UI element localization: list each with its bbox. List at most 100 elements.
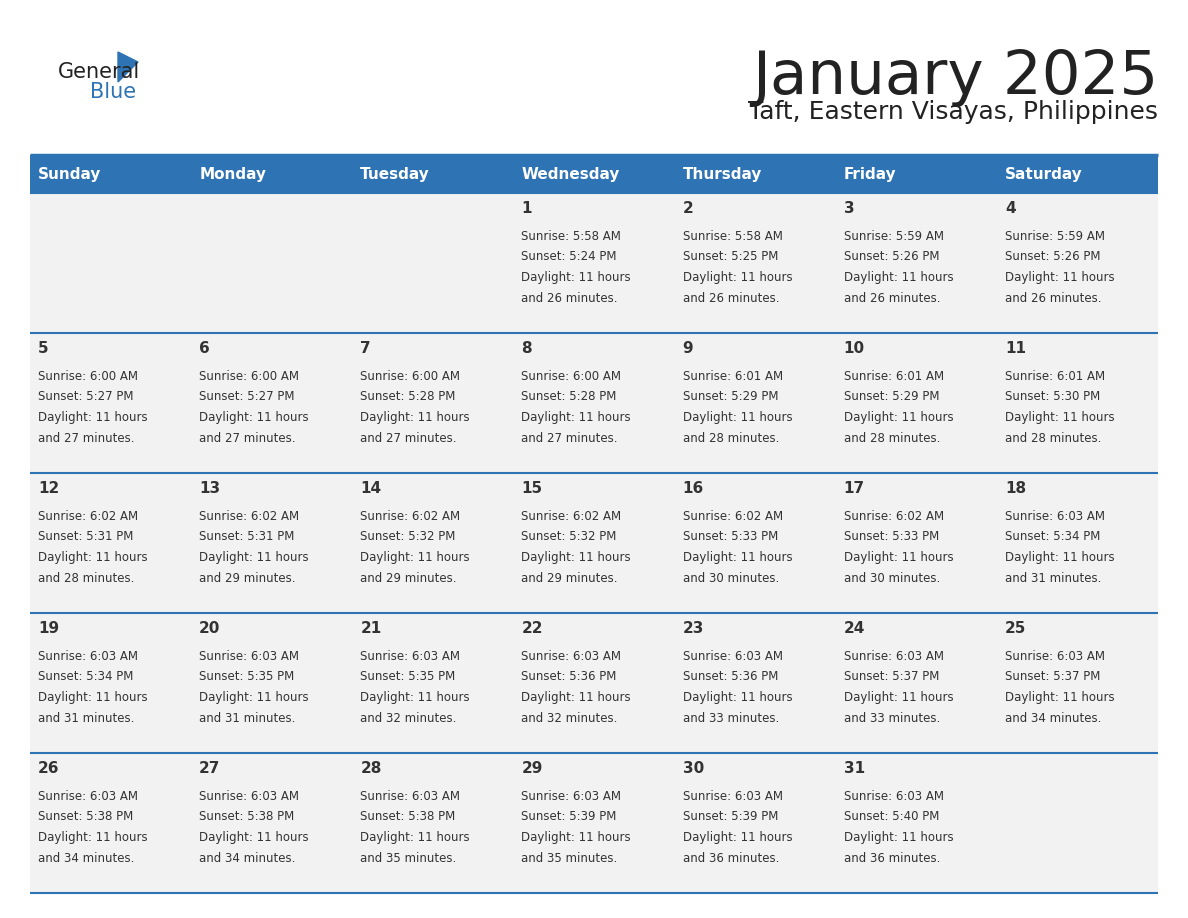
Bar	[997, 473, 1158, 613]
Text: Sunset: 5:40 PM: Sunset: 5:40 PM	[843, 811, 939, 823]
Text: Daylight: 11 hours: Daylight: 11 hours	[843, 411, 953, 424]
Bar	[675, 613, 835, 753]
Bar	[675, 473, 835, 613]
Text: Sunset: 5:35 PM: Sunset: 5:35 PM	[200, 670, 295, 684]
Text: 25: 25	[1005, 621, 1026, 636]
Bar	[353, 155, 513, 193]
Text: Thursday: Thursday	[683, 166, 762, 182]
Bar	[835, 753, 997, 893]
Text: Sunset: 5:31 PM: Sunset: 5:31 PM	[38, 531, 133, 543]
Text: Daylight: 11 hours: Daylight: 11 hours	[683, 691, 792, 704]
Text: and 31 minutes.: and 31 minutes.	[1005, 572, 1101, 585]
Text: 5: 5	[38, 341, 49, 356]
Text: 13: 13	[200, 481, 220, 496]
Text: Daylight: 11 hours: Daylight: 11 hours	[522, 831, 631, 845]
Text: and 29 minutes.: and 29 minutes.	[522, 572, 618, 585]
Text: 14: 14	[360, 481, 381, 496]
Text: Sunrise: 6:02 AM: Sunrise: 6:02 AM	[360, 509, 461, 522]
Text: 8: 8	[522, 341, 532, 356]
Text: and 28 minutes.: and 28 minutes.	[843, 431, 940, 445]
Text: Sunrise: 6:03 AM: Sunrise: 6:03 AM	[200, 789, 299, 803]
Text: and 27 minutes.: and 27 minutes.	[522, 431, 618, 445]
Text: and 36 minutes.: and 36 minutes.	[843, 852, 940, 865]
Text: Sunset: 5:34 PM: Sunset: 5:34 PM	[38, 670, 133, 684]
Bar	[513, 333, 675, 473]
Bar	[997, 155, 1158, 193]
Text: and 33 minutes.: and 33 minutes.	[683, 711, 779, 725]
Text: Saturday: Saturday	[1005, 166, 1082, 182]
Bar	[353, 333, 513, 473]
Text: Tuesday: Tuesday	[360, 166, 430, 182]
Text: Sunset: 5:32 PM: Sunset: 5:32 PM	[522, 531, 617, 543]
Polygon shape	[118, 52, 138, 82]
Text: Daylight: 11 hours: Daylight: 11 hours	[522, 691, 631, 704]
Text: and 28 minutes.: and 28 minutes.	[38, 572, 134, 585]
Text: Daylight: 11 hours: Daylight: 11 hours	[200, 411, 309, 424]
Text: 1: 1	[522, 201, 532, 216]
Text: and 26 minutes.: and 26 minutes.	[843, 292, 940, 305]
Text: 11: 11	[1005, 341, 1026, 356]
Text: Sunset: 5:37 PM: Sunset: 5:37 PM	[1005, 670, 1100, 684]
Text: Daylight: 11 hours: Daylight: 11 hours	[1005, 551, 1114, 565]
Bar	[835, 193, 997, 333]
Text: 28: 28	[360, 761, 381, 776]
Text: Sunrise: 6:02 AM: Sunrise: 6:02 AM	[38, 509, 138, 522]
Bar	[835, 473, 997, 613]
Text: Sunset: 5:27 PM: Sunset: 5:27 PM	[200, 390, 295, 404]
Bar	[997, 193, 1158, 333]
Text: Sunset: 5:32 PM: Sunset: 5:32 PM	[360, 531, 456, 543]
Text: and 27 minutes.: and 27 minutes.	[38, 431, 134, 445]
Text: Sunset: 5:27 PM: Sunset: 5:27 PM	[38, 390, 133, 404]
Text: and 35 minutes.: and 35 minutes.	[360, 852, 456, 865]
Bar	[30, 193, 191, 333]
Bar	[353, 613, 513, 753]
Text: Sunrise: 6:01 AM: Sunrise: 6:01 AM	[843, 370, 943, 383]
Text: Sunrise: 6:03 AM: Sunrise: 6:03 AM	[360, 650, 460, 663]
Text: Daylight: 11 hours: Daylight: 11 hours	[843, 831, 953, 845]
Bar	[191, 155, 353, 193]
Text: 15: 15	[522, 481, 543, 496]
Bar	[997, 613, 1158, 753]
Text: General: General	[58, 62, 140, 82]
Bar	[675, 753, 835, 893]
Text: Sunset: 5:33 PM: Sunset: 5:33 PM	[683, 531, 778, 543]
Text: 6: 6	[200, 341, 210, 356]
Text: January 2025: January 2025	[752, 48, 1158, 107]
Text: and 28 minutes.: and 28 minutes.	[683, 431, 779, 445]
Bar	[30, 473, 191, 613]
Text: 19: 19	[38, 621, 59, 636]
Text: 4: 4	[1005, 201, 1016, 216]
Text: 17: 17	[843, 481, 865, 496]
Bar	[191, 753, 353, 893]
Text: and 29 minutes.: and 29 minutes.	[200, 572, 296, 585]
Text: Sunrise: 6:02 AM: Sunrise: 6:02 AM	[683, 509, 783, 522]
Text: Sunday: Sunday	[38, 166, 101, 182]
Bar	[675, 193, 835, 333]
Text: and 28 minutes.: and 28 minutes.	[1005, 431, 1101, 445]
Text: Wednesday: Wednesday	[522, 166, 620, 182]
Text: 30: 30	[683, 761, 703, 776]
Bar	[353, 193, 513, 333]
Text: Sunrise: 6:00 AM: Sunrise: 6:00 AM	[38, 370, 138, 383]
Bar	[30, 613, 191, 753]
Text: Daylight: 11 hours: Daylight: 11 hours	[1005, 691, 1114, 704]
Bar	[513, 753, 675, 893]
Text: and 34 minutes.: and 34 minutes.	[200, 852, 296, 865]
Text: Daylight: 11 hours: Daylight: 11 hours	[522, 271, 631, 285]
Text: Sunrise: 6:00 AM: Sunrise: 6:00 AM	[522, 370, 621, 383]
Text: Sunset: 5:33 PM: Sunset: 5:33 PM	[843, 531, 939, 543]
Bar	[513, 193, 675, 333]
Text: and 34 minutes.: and 34 minutes.	[1005, 711, 1101, 725]
Text: 3: 3	[843, 201, 854, 216]
Bar	[191, 193, 353, 333]
Text: Daylight: 11 hours: Daylight: 11 hours	[683, 411, 792, 424]
Text: Sunrise: 6:03 AM: Sunrise: 6:03 AM	[522, 650, 621, 663]
Text: Sunset: 5:38 PM: Sunset: 5:38 PM	[38, 811, 133, 823]
Text: Sunrise: 6:01 AM: Sunrise: 6:01 AM	[683, 370, 783, 383]
Bar	[191, 473, 353, 613]
Text: Sunset: 5:39 PM: Sunset: 5:39 PM	[683, 811, 778, 823]
Bar	[30, 333, 191, 473]
Text: 29: 29	[522, 761, 543, 776]
Text: 22: 22	[522, 621, 543, 636]
Text: and 30 minutes.: and 30 minutes.	[683, 572, 779, 585]
